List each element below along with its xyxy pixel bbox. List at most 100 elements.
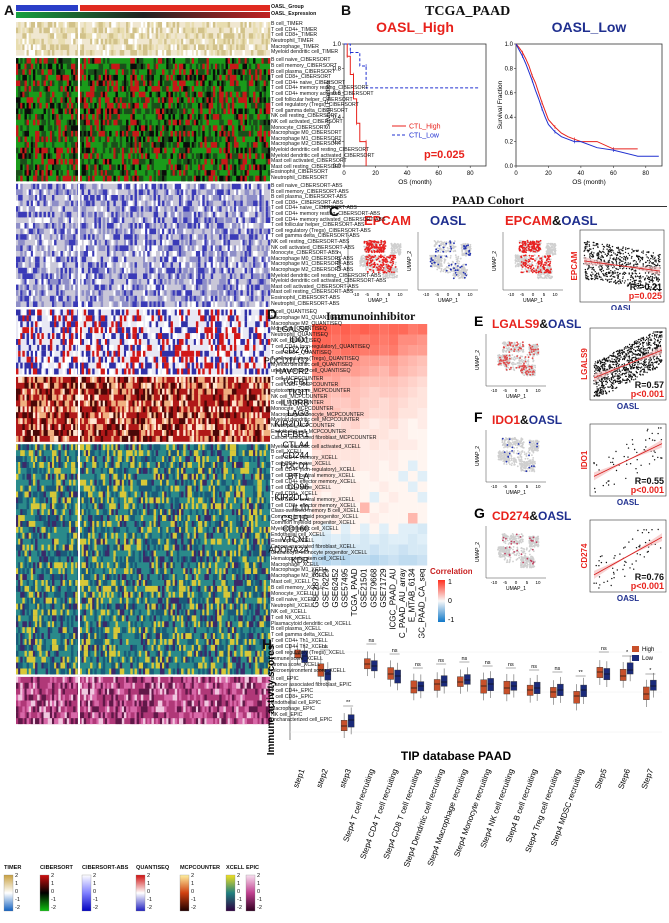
heatmap-cell [75, 80, 78, 87]
heatmap-cell [111, 74, 114, 81]
heatmap-cell [73, 376, 76, 383]
heatmap-cell [117, 376, 121, 383]
heatmap-cell [240, 158, 243, 165]
heatmap-cell [58, 327, 61, 334]
heatmap-cell [92, 295, 95, 302]
heatmap-cell [164, 38, 167, 45]
heatmap-cell [47, 63, 51, 70]
heatmap-cell [126, 262, 129, 268]
heatmap-cell [231, 170, 235, 176]
heatmap-cell [39, 211, 42, 218]
heatmap-cell [18, 153, 21, 159]
heatmap-cell [81, 382, 85, 389]
heatmap-cell [115, 91, 118, 98]
heatmap-cell [151, 400, 154, 407]
heatmap-cell [159, 273, 163, 279]
heatmap-cell [121, 86, 125, 92]
heatmap-cell [223, 69, 226, 75]
heatmap-cell [43, 108, 46, 115]
heatmap-cell [145, 368, 148, 375]
heatmap-cell [219, 256, 222, 263]
heatmap-cell [244, 211, 248, 218]
heatmap-cell [204, 136, 207, 143]
heatmap-cell [223, 164, 226, 171]
heatmap-cell [164, 256, 167, 263]
heatmap-cell [162, 394, 165, 401]
heatmap-cell [164, 284, 167, 291]
heatmap-cell [244, 119, 248, 126]
heatmap-cell [45, 170, 49, 176]
heatmap-cell [198, 74, 201, 81]
heatmap-cell [35, 38, 38, 45]
heatmap-cell [28, 63, 32, 70]
heatmap-cell [145, 206, 148, 212]
heatmap-cell [250, 38, 254, 45]
heatmap-cell [191, 22, 195, 28]
heatmap-cell [60, 136, 63, 143]
heatmap-cell [104, 38, 108, 45]
heatmap-cell [187, 50, 190, 56]
heatmap-cell [244, 183, 248, 190]
heatmap-cell [58, 80, 61, 87]
heatmap-cell [181, 394, 184, 401]
heatmap-cell [223, 388, 226, 395]
heatmap-cell [45, 136, 49, 143]
heatmap-cell [153, 102, 156, 109]
heatmap-cell [16, 102, 19, 109]
heatmap-cell [185, 245, 188, 251]
heatmap-cell [183, 350, 186, 357]
heatmap-cell [16, 223, 19, 229]
heatmap-cell [16, 290, 19, 296]
heatmap-cell [185, 217, 188, 223]
heatmap-cell [24, 290, 27, 296]
heatmap-cell [193, 119, 197, 126]
heatmap-cell [178, 91, 182, 98]
heatmap-cell [30, 158, 34, 165]
heatmap-cell [136, 153, 140, 159]
heatmap-cell [212, 344, 216, 351]
heatmap-cell [253, 142, 256, 148]
heatmap-cell [189, 217, 192, 223]
heatmap-cell [83, 206, 87, 212]
heatmap-cell [255, 108, 258, 115]
heatmap-cell [240, 170, 243, 176]
heatmap-cell [183, 153, 186, 159]
heatmap-cell [143, 147, 146, 154]
heatmap-cell [64, 74, 68, 81]
heatmap-cell [221, 125, 224, 131]
heatmap-cell [138, 58, 142, 64]
heatmap-cell [126, 195, 129, 201]
heatmap-cell [107, 223, 110, 229]
heatmap-cell [170, 38, 173, 45]
heatmap-cell [261, 309, 264, 316]
heatmap-cell [92, 33, 95, 39]
heatmap-cell [191, 273, 195, 279]
heatmap-cell [134, 102, 137, 109]
heatmap-cell [149, 356, 152, 363]
heatmap-cell [166, 44, 169, 50]
heatmap-cell [79, 412, 82, 419]
heatmap-cell [174, 344, 178, 351]
heatmap-cell [261, 256, 264, 263]
heatmap-cell [18, 279, 21, 285]
heatmap-cell [170, 339, 173, 345]
heatmap-cell [225, 284, 228, 291]
heatmap-cell [18, 418, 21, 425]
heatmap-cell [60, 430, 63, 436]
heatmap-cell [79, 234, 82, 240]
heatmap-cell [250, 406, 254, 413]
heatmap-cell [109, 175, 112, 182]
heatmap-cell [234, 245, 237, 251]
heatmap-cell [191, 69, 195, 75]
heatmap-cell [117, 175, 121, 182]
heatmap-cell [71, 256, 74, 263]
heatmap-cell [172, 424, 176, 430]
heatmap-cell [221, 430, 224, 436]
heatmap-cell [189, 114, 192, 120]
heatmap-cell [30, 136, 34, 143]
heatmap-cell [181, 153, 184, 159]
heatmap-cell [90, 376, 93, 383]
heatmap-cell [30, 223, 34, 229]
heatmap-cell [87, 189, 91, 195]
heatmap-cell [26, 147, 29, 154]
